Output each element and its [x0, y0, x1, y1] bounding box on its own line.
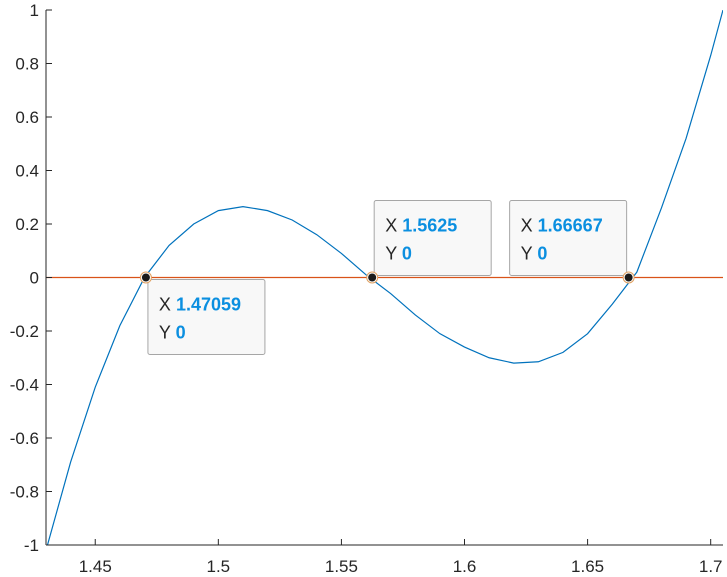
tick-labels: -1 -0.8 -0.6 -0.4 -0.2 0 0.2 0.4 0.6 0.8 1 1.45 1.5 1…	[10, 1, 723, 576]
datatip-y-value: 0	[176, 323, 186, 343]
datatip-y-row: Y 0	[159, 323, 186, 343]
datatip-marker[interactable]	[624, 273, 633, 282]
y-tick-label: -0.6	[10, 429, 39, 448]
x-tick-label: 1.5	[207, 557, 231, 576]
datatip-x-value: 1.5625	[402, 216, 457, 236]
datatip-x-row: X 1.47059	[159, 295, 241, 315]
y-tick-label: 0.6	[15, 108, 39, 127]
datatip-x-label: X	[385, 216, 402, 236]
x-tick-label: 1.6	[453, 557, 477, 576]
datatip-y-row: Y 0	[521, 244, 548, 264]
datatip-y-label: Y	[159, 323, 176, 343]
datatip-y-value: 0	[402, 244, 412, 264]
y-tick-label: -0.4	[10, 376, 39, 395]
y-tick-label: 0.4	[15, 162, 39, 181]
datatip-x-label: X	[159, 295, 176, 315]
y-tick-label: -0.2	[10, 322, 39, 341]
axes	[45, 9, 723, 546]
y-tick-label: -0.8	[10, 483, 39, 502]
datatip-box	[147, 279, 266, 355]
datatip-x-label: X	[521, 216, 538, 236]
datatip-box	[509, 200, 628, 276]
datatip-x-row: X 1.66667	[521, 216, 603, 236]
datatip-x-row: X 1.5625	[385, 216, 457, 236]
x-tick-label: 1.45	[79, 557, 112, 576]
datatip-marker[interactable]	[141, 273, 150, 282]
x-tick-label: 1.7	[699, 557, 723, 576]
datatip-y-label: Y	[521, 244, 538, 264]
y-tick-label: 0.8	[15, 55, 39, 74]
y-tick-label: 0	[30, 269, 39, 288]
y-tick-label: 1	[30, 1, 39, 20]
datatip-y-value: 0	[537, 244, 547, 264]
x-tick-label: 1.55	[325, 557, 358, 576]
datatip-y-label: Y	[385, 244, 402, 264]
series-line-curve	[46, 10, 723, 545]
x-tick-label: 1.65	[571, 557, 604, 576]
y-tick-label: 0.2	[15, 215, 39, 234]
y-tick-label: -1	[24, 536, 39, 555]
datatip-y-row: Y 0	[385, 244, 412, 264]
datatip-x-value: 1.66667	[538, 216, 603, 236]
datatip-marker[interactable]	[368, 273, 377, 282]
datatip-box	[373, 200, 492, 276]
datatip-x-value: 1.47059	[176, 295, 241, 315]
plot-lines	[46, 10, 723, 545]
